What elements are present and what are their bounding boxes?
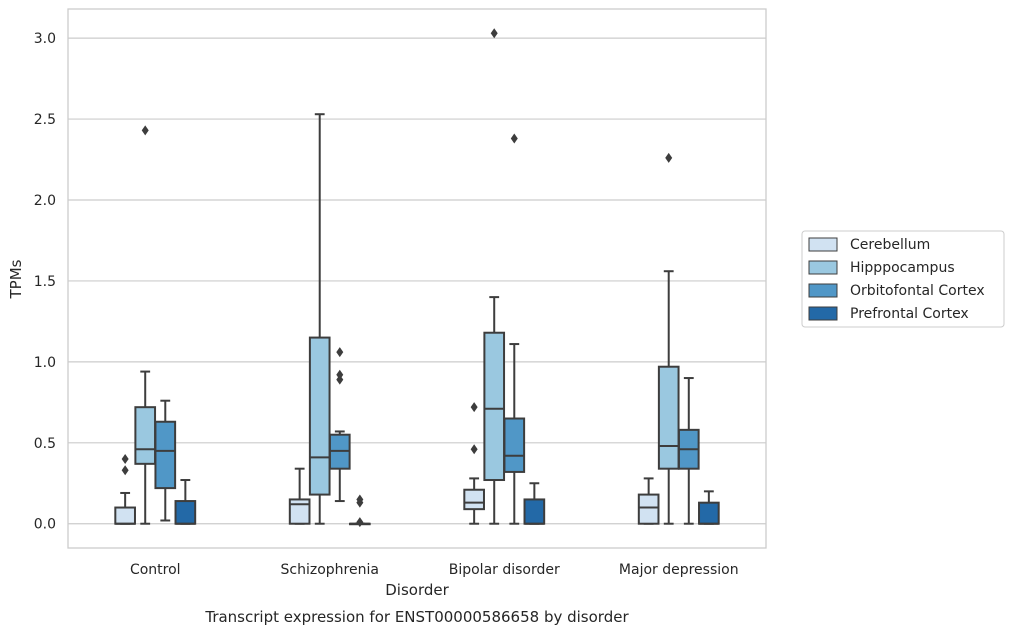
box-3-0 <box>637 477 660 525</box>
outlier-point <box>510 133 518 144</box>
box <box>483 331 506 482</box>
outlier-point <box>336 369 344 380</box>
x-tick-label: Control <box>130 562 181 578</box>
box <box>637 493 660 525</box>
box <box>288 498 311 525</box>
box-3-3 <box>698 490 720 525</box>
y-tick-label: 1.5 <box>34 274 56 290</box>
box-2-2 <box>503 133 526 525</box>
box <box>657 365 680 470</box>
legend-swatch <box>808 237 838 252</box>
legend-swatch <box>808 260 838 275</box>
box <box>308 336 331 496</box>
outlier-point <box>141 125 149 136</box>
box <box>523 498 546 525</box>
legend-swatch <box>808 306 838 321</box>
outlier-point <box>121 453 129 464</box>
box-series <box>114 28 720 528</box>
outlier-point <box>356 517 364 528</box>
plot-area <box>67 8 767 549</box>
x-axis-label: Disorder <box>385 581 449 599</box>
box-2-3 <box>523 482 546 525</box>
y-tick-label: 0.0 <box>34 517 56 533</box>
box-3-2 <box>677 377 700 525</box>
box-2-1 <box>483 28 506 525</box>
box-3-1 <box>657 152 680 525</box>
legend-label: Orbitofontal Cortex <box>850 283 985 299</box>
box-2-0 <box>463 402 485 525</box>
legend-swatch <box>808 283 838 298</box>
y-tick-label: 1.0 <box>34 355 56 371</box>
y-axis-label: TPMs <box>7 259 25 299</box>
box-0-3 <box>174 479 197 525</box>
box <box>503 417 526 473</box>
outlier-point <box>356 494 364 505</box>
legend-label: Hipppocampus <box>850 260 955 276</box>
box-1-0 <box>288 467 311 525</box>
y-tick-label: 0.5 <box>34 436 56 452</box>
x-tick-label: Bipolar disorder <box>449 562 560 578</box>
outlier-point <box>336 347 344 358</box>
box-0-0 <box>114 453 136 525</box>
y-tick-labels: 0.0 0.5 1.0 1.5 2.0 2.5 3.0 <box>34 31 56 533</box>
box-1-2 <box>328 347 351 503</box>
outlier-point <box>121 465 129 476</box>
box <box>134 406 157 465</box>
box <box>463 488 485 511</box>
y-tick-label: 2.5 <box>34 112 56 128</box>
legend: Cerebellum Hipppocampus Orbitofontal Corte… <box>801 230 1005 328</box>
legend-label: Cerebellum <box>850 237 930 253</box>
box <box>154 420 177 490</box>
y-tick-label: 3.0 <box>34 31 56 47</box>
outlier-point <box>490 28 498 39</box>
box <box>174 500 197 525</box>
x-tick-labels: Control Schizophrenia Bipolar disorder Majo… <box>130 562 739 578</box>
box-0-2 <box>154 399 177 522</box>
outlier-point <box>665 152 673 163</box>
chart-title: Transcript expression for ENST0000058665… <box>204 608 629 626</box>
y-tick-label: 2.0 <box>34 193 56 209</box>
x-tick-label: Major depression <box>619 562 739 578</box>
legend-frame <box>801 230 1005 328</box>
outlier-point <box>470 402 478 413</box>
box <box>698 501 720 525</box>
legend-label: Prefrontal Cortex <box>850 306 969 322</box>
outlier-point <box>470 444 478 455</box>
box <box>114 506 136 525</box>
box-0-1 <box>134 125 157 525</box>
box-1-3 <box>349 494 371 528</box>
box-1-1 <box>308 113 331 525</box>
x-tick-label: Schizophrenia <box>281 562 379 578</box>
